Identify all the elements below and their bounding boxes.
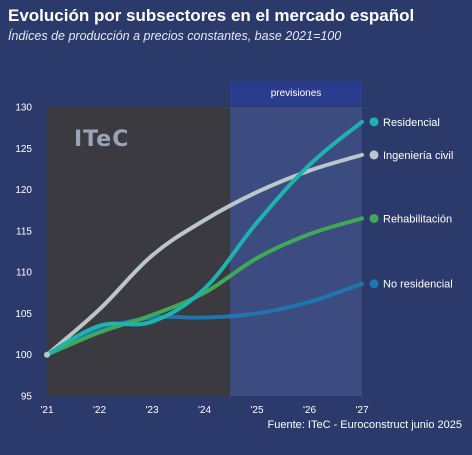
legend-marker-ingenieria-civil <box>369 150 379 160</box>
forecast-label: previsiones <box>271 88 322 99</box>
x-tick-label: '22 <box>93 405 106 416</box>
series-line-rehabilitacion <box>45 216 364 357</box>
series-line-no-residencial <box>45 281 364 357</box>
series-label-ingenieria-civil: Ingeniería civil <box>383 150 453 162</box>
x-tick-label: '21 <box>40 405 53 416</box>
legend-marker-no-residencial <box>369 279 379 289</box>
series-label-no-residencial: No residencial <box>383 279 453 291</box>
legend-marker-residencial <box>369 117 379 127</box>
y-tick-label: 125 <box>15 144 32 155</box>
y-tick-label: 105 <box>15 309 32 320</box>
chart-subtitle: Índices de producción a precios constant… <box>8 29 342 43</box>
y-tick-label: 100 <box>15 350 32 361</box>
series-line-ingenieria-civil <box>45 152 364 357</box>
itec-logo: ITeC <box>74 127 129 152</box>
chart-title: Evolución por subsectores en el mercado … <box>8 6 415 25</box>
y-tick-label: 110 <box>16 268 32 279</box>
legend-marker-rehabilitacion <box>369 213 379 223</box>
y-tick-label: 130 <box>15 103 32 114</box>
y-tick-label: 95 <box>21 392 33 403</box>
series-label-residencial: Residencial <box>383 117 440 129</box>
origin-point <box>44 351 50 358</box>
x-tick-label: '23 <box>145 405 158 416</box>
x-tick-label: '26 <box>303 405 316 416</box>
y-tick-label: 120 <box>15 185 32 196</box>
x-tick-label: '24 <box>198 405 211 416</box>
forecast-panel <box>230 107 362 396</box>
x-tick-label: '25 <box>250 405 263 416</box>
series-line-residencial <box>45 119 364 357</box>
source-note: Fuente: ITeC - Euroconstruct junio 2025 <box>267 419 462 431</box>
y-tick-label: 115 <box>16 226 32 237</box>
series-label-rehabilitacion: Rehabilitación <box>383 213 452 225</box>
x-tick-label: '27 <box>355 405 368 416</box>
forecast-header <box>230 81 362 106</box>
historical-panel <box>47 107 230 396</box>
